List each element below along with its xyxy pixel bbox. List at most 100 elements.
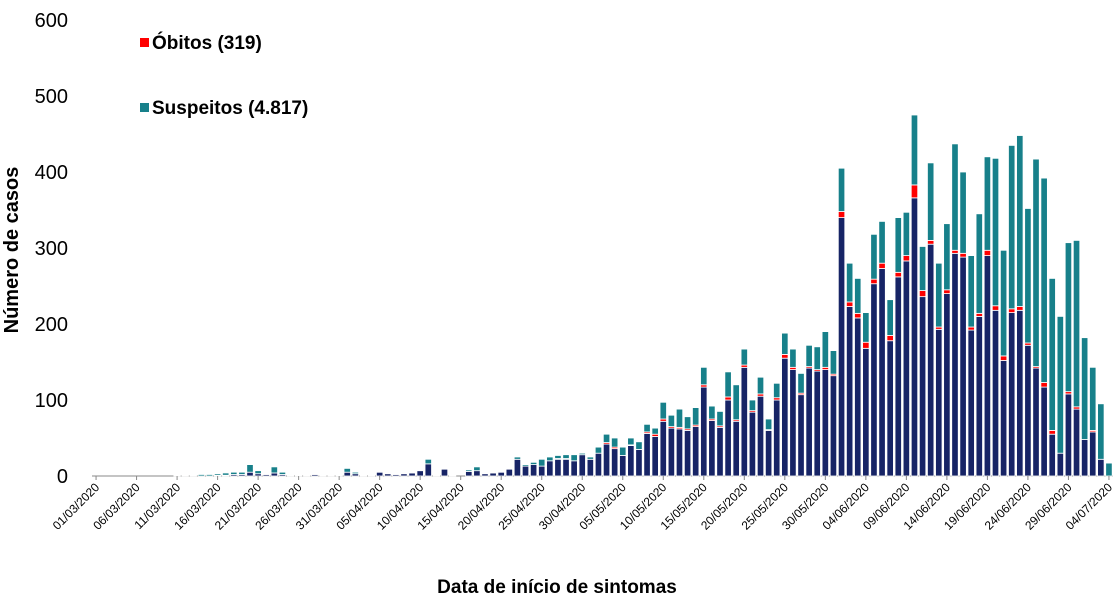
bar-segment [846,301,854,307]
bar-segment [1056,315,1064,454]
bar-segment [294,474,303,477]
bar-segment [943,223,951,291]
bar-segment [238,471,246,475]
bar-segment [570,460,578,477]
bar-segment [1008,312,1016,477]
bar-segment [983,255,992,477]
legend-label: Suspeitos (4.817) [152,98,308,119]
bar-segment [943,289,951,294]
bar-segment [513,456,522,460]
bar-segment [959,252,967,258]
bar-segment [594,452,603,477]
bar-segment [991,157,1000,307]
bar-segment [878,262,886,269]
bar-segment [1072,408,1081,477]
bar-segment [303,474,311,477]
bar-segment [959,171,967,254]
bar-segment [384,472,392,475]
bar-segment [408,471,416,474]
bar-segment [351,471,359,475]
bar-segment [829,375,838,477]
bar-segment [586,456,594,460]
bar-segment [1040,382,1048,388]
bar-segment [1048,429,1056,435]
bar-segment [837,167,846,212]
bar-segment [951,252,959,477]
bar-segment [854,277,862,314]
bar-segment [1032,367,1040,477]
bar-segment [643,423,651,433]
bar-segment [554,455,562,459]
bar-segment [465,469,473,472]
bar-segment [878,220,886,264]
bar-segment [1016,309,1024,477]
bar-segment [991,305,1000,311]
bar-segment [197,474,206,477]
bar-segment [440,468,449,477]
legend-swatch [140,103,149,112]
y-axis-title: Número de casos [1,167,23,334]
bar-segment [935,262,943,328]
bar-segment [424,458,432,465]
bar-segment [797,372,805,394]
bar-segment [967,326,975,331]
bar-segment [278,471,287,475]
bar-segment [667,414,676,428]
bar-segment [1064,393,1073,477]
bar-segment [683,416,692,430]
bar-segment [254,470,262,475]
bar-segment [440,467,449,470]
bar-segment [959,256,967,477]
bar-segment [578,454,586,477]
bar-segment [740,348,748,366]
bar-segment [756,376,765,395]
bar-segment [230,471,238,475]
bar-segment [611,437,619,448]
bar-segment [529,464,538,477]
bar-segment [651,427,659,435]
bar-segment [392,473,400,475]
bar-segment [732,420,740,477]
bar-segment [918,296,927,477]
bar-segment [643,433,651,477]
bar-segment [562,458,570,477]
bar-segment [951,143,959,251]
bar-segment [821,369,829,477]
y-tick-label: 0 [57,466,68,488]
bar-segment [983,156,992,251]
bar-segment [554,458,562,477]
bar-segment [918,290,927,298]
bar-segment [311,473,319,475]
bar-segment [343,467,351,473]
bar-segment [627,437,635,446]
bar-segment [999,360,1008,477]
bar-segment [359,474,368,477]
bar-segment [602,443,611,477]
bar-segment [1040,386,1048,477]
bar-segment [246,464,254,473]
bar-segment [789,348,797,368]
bar-segment [513,458,522,477]
bar-segment [700,386,708,477]
bar-segment [667,427,676,477]
bar-segment [635,448,643,477]
bar-segment [692,407,700,426]
bar-segment [319,474,327,476]
bar-segment [594,446,603,454]
bar-segment [748,411,757,477]
bar-segment [781,353,789,359]
bar-segment [700,366,708,386]
bar-segment [724,399,732,477]
bar-segment [716,426,724,477]
bar-segment [1089,431,1097,477]
bar-segment [335,474,343,476]
bar-segment [376,471,384,473]
bar-segment [416,469,424,472]
bar-segment [1008,308,1016,313]
bar-segment [773,382,781,399]
bar-segment [829,350,838,375]
bar-segment [975,315,983,477]
bar-segment [910,114,919,186]
bar-segment [813,370,821,477]
bar-segment [562,454,570,459]
